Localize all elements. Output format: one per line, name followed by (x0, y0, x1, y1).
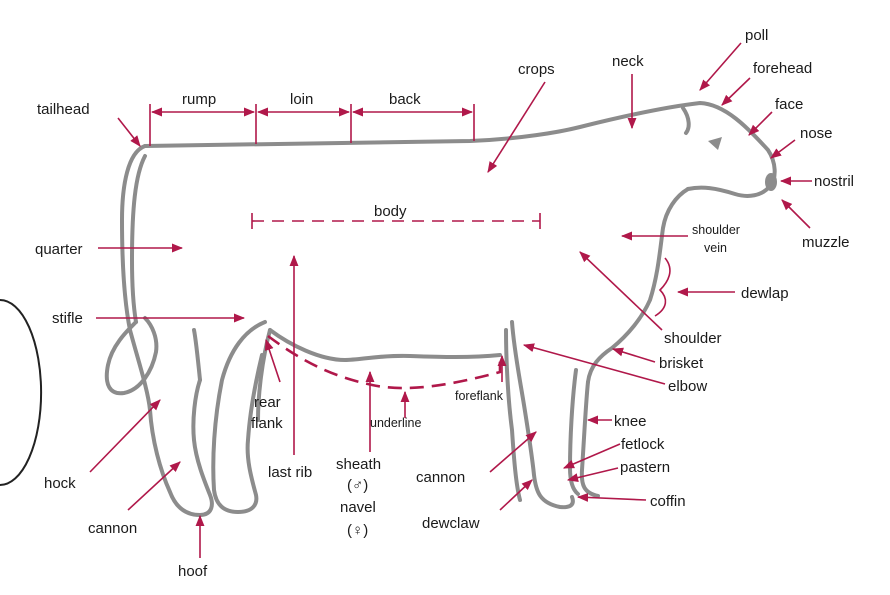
pointer-muzzle (781, 199, 811, 229)
ear (681, 106, 691, 135)
label-cannon-rear: cannon (88, 520, 137, 537)
label-back: back (389, 91, 421, 108)
label-male-symbol: (♂) (347, 477, 368, 494)
label-foreflank: foreflank (455, 389, 504, 403)
label-stifle: stifle (52, 310, 83, 327)
labels: poll forehead neck crops face nose nostr… (35, 27, 854, 580)
front-leg-inner (568, 368, 580, 496)
pointer-pastern (566, 467, 619, 483)
label-elbow: elbow (668, 378, 707, 395)
label-dewclaw: dewclaw (422, 515, 480, 532)
pointer-coffin (576, 492, 647, 502)
belly (268, 328, 502, 362)
front-leg-far (510, 320, 575, 510)
label-neck: neck (612, 53, 644, 70)
pointer-forehead (721, 77, 751, 106)
label-knee: knee (614, 413, 647, 430)
label-hoof: hoof (178, 563, 208, 580)
label-poll: poll (745, 27, 768, 44)
tail-switch (104, 316, 159, 396)
pointer-elbow (522, 343, 666, 385)
label-nostril: nostril (814, 173, 854, 190)
label-pastern: pastern (620, 459, 670, 476)
pointer-rear-flank (264, 338, 281, 383)
front-leg-near (579, 380, 600, 498)
neck-underside (586, 187, 690, 384)
label-loin: loin (290, 91, 313, 108)
label-nose: nose (800, 125, 833, 142)
label-crops: crops (518, 61, 555, 78)
pointer-fetlock (562, 443, 621, 469)
underline-curve (267, 334, 502, 390)
label-cannon-front: cannon (416, 469, 465, 486)
label-quarter: quarter (35, 241, 83, 258)
pointer-brisket (611, 347, 656, 363)
label-dewlap: dewlap (741, 285, 789, 302)
pointer-lines (89, 42, 812, 558)
rear-quarter (120, 144, 214, 517)
label-brisket: brisket (659, 355, 704, 372)
edge-circle-fragment (0, 299, 43, 486)
pointer-shoulder (579, 251, 663, 331)
pointer-cannon-front (489, 431, 537, 473)
label-face: face (775, 96, 803, 113)
label-navel: navel (340, 499, 376, 516)
pointer-cannon-rear (127, 461, 181, 511)
pointer-crops (487, 81, 546, 173)
dewlap-bracket (654, 257, 671, 317)
label-female-symbol: (♀) (347, 522, 368, 539)
label-coffin: coffin (650, 493, 686, 510)
label-rear-flank-line1: rear (254, 394, 281, 411)
nose-tip (765, 173, 777, 191)
label-fetlock: fetlock (621, 436, 665, 453)
label-body: body (374, 203, 407, 220)
label-shoulder-vein-line2: vein (704, 241, 727, 255)
pointer-hock (89, 399, 161, 473)
label-rump: rump (182, 91, 216, 108)
pointer-dewclaw (499, 479, 533, 511)
rear-leg-far (211, 320, 267, 514)
label-shoulder: shoulder (664, 330, 722, 347)
label-muzzle: muzzle (802, 234, 850, 251)
label-tailhead: tailhead (37, 101, 90, 118)
pointer-tailhead (117, 117, 141, 147)
label-forehead: forehead (753, 60, 812, 77)
label-hock: hock (44, 475, 76, 492)
label-underline: underline (370, 416, 421, 430)
pointer-face (748, 111, 773, 136)
rear-leg-inner (192, 328, 202, 382)
label-shoulder-vein-line1: shoulder (692, 223, 740, 237)
tail (130, 154, 147, 324)
pointer-nose (770, 139, 796, 159)
label-last-rib: last rib (268, 464, 312, 481)
pointer-poll (699, 42, 742, 91)
topline (143, 101, 777, 198)
cow-outline (104, 101, 777, 517)
label-rear-flank-line2: flank (251, 415, 283, 432)
eye (708, 137, 722, 150)
label-sheath: sheath (336, 456, 381, 473)
